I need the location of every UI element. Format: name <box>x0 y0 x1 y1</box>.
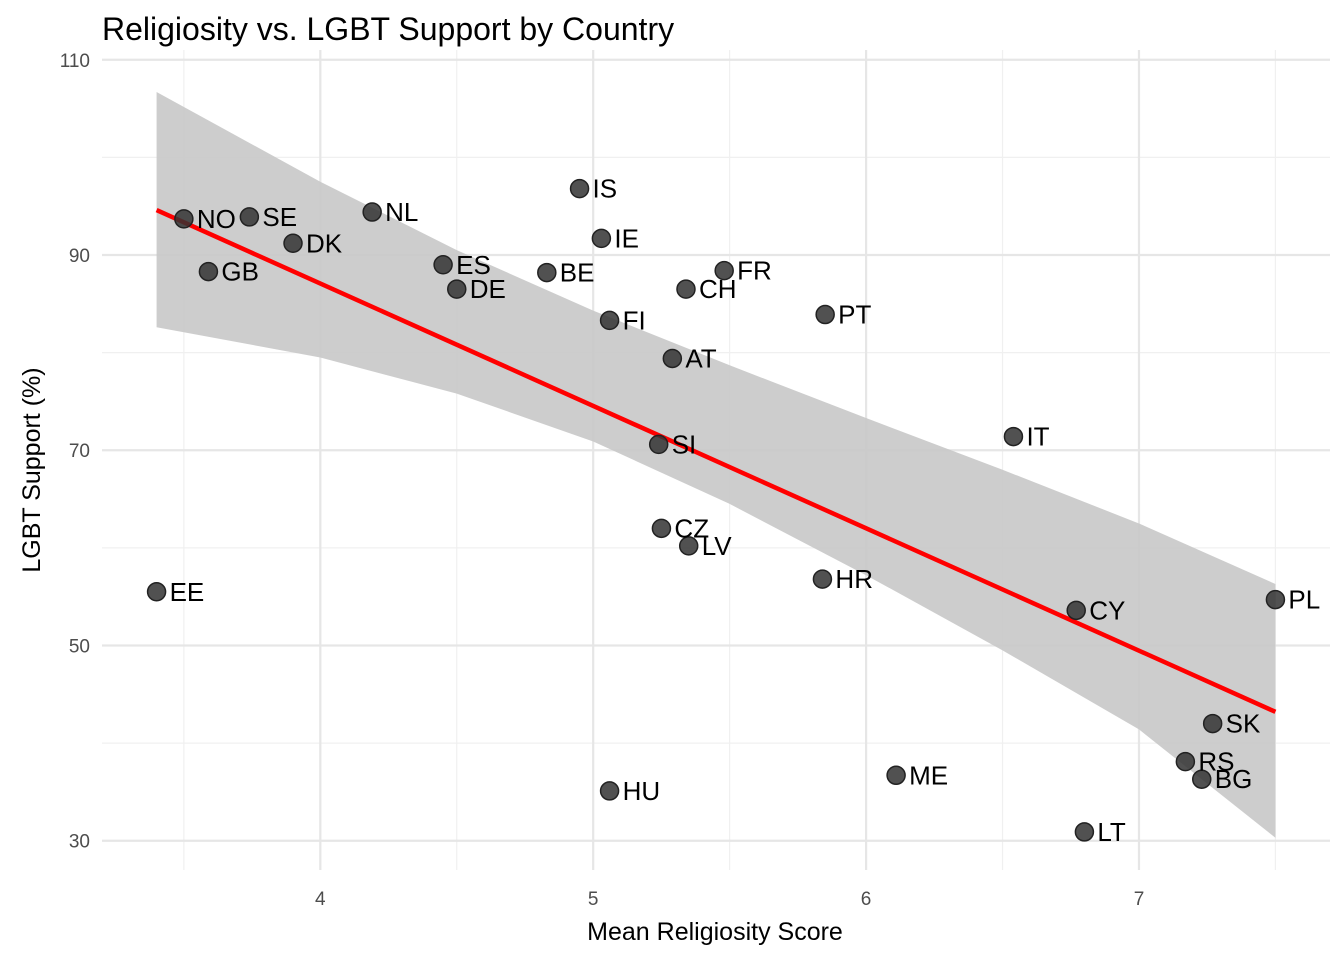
data-point-dk <box>283 233 303 254</box>
data-point-at <box>662 348 683 369</box>
point-label-it: IT <box>1026 422 1049 452</box>
point-label-es: ES <box>456 250 491 280</box>
data-point-es <box>433 255 453 275</box>
point-label-me: ME <box>909 760 948 790</box>
x-tick-label: 4 <box>315 889 326 910</box>
point-label-hu: HU <box>623 776 661 806</box>
point-label-ee: EE <box>170 577 205 607</box>
data-point-ie <box>591 228 612 249</box>
point-label-pt: PT <box>838 300 871 330</box>
data-point-rs <box>1175 751 1196 772</box>
data-point-fr <box>714 260 734 281</box>
point-label-is: IS <box>593 174 618 204</box>
data-point-hu <box>599 781 620 801</box>
data-point-ee <box>146 582 167 602</box>
y-tick-label: 90 <box>69 246 90 267</box>
point-label-se: SE <box>262 202 297 232</box>
data-point-hr <box>812 569 833 589</box>
y-tick-label: 50 <box>69 636 90 657</box>
x-axis-ticks: 4 5 6 7 <box>315 889 1144 910</box>
point-label-lt: LT <box>1097 817 1126 847</box>
minor-gridlines <box>102 50 1330 870</box>
data-points <box>146 178 1286 842</box>
data-point-me <box>886 765 906 786</box>
point-label-gb: GB <box>221 257 259 287</box>
point-label-cz: CZ <box>674 513 709 543</box>
confidence-band <box>156 91 1276 838</box>
point-label-dk: DK <box>306 228 343 258</box>
data-point-si <box>648 434 669 455</box>
point-label-ch: CH <box>699 274 737 304</box>
data-point-se <box>239 207 260 227</box>
x-tick-label: 5 <box>588 889 599 910</box>
data-point-gb <box>198 261 219 282</box>
point-label-fr: FR <box>737 256 772 286</box>
point-label-pl: PL <box>1288 585 1320 615</box>
data-point-bg <box>1191 769 1212 789</box>
point-label-fi: FI <box>623 305 646 335</box>
point-label-ie: IE <box>614 223 639 253</box>
data-point-no <box>174 209 194 229</box>
data-point-pl <box>1265 589 1286 610</box>
data-point-nl <box>362 202 382 222</box>
point-label-de: DE <box>470 274 506 304</box>
point-label-sk: SK <box>1226 709 1261 739</box>
data-point-lt <box>1074 822 1095 842</box>
point-label-bg: BG <box>1215 764 1253 794</box>
point-label-hr: HR <box>835 564 873 594</box>
chart-title: Religiosity vs. LGBT Support by Country <box>102 11 674 47</box>
data-point-it <box>1003 426 1024 447</box>
y-axis-title: LGBT Support (%) <box>18 367 46 572</box>
point-label-be: BE <box>560 258 595 288</box>
point-label-rs: RS <box>1198 747 1234 777</box>
data-point-cz <box>651 518 672 539</box>
point-label-lv: LV <box>702 531 733 561</box>
data-point-is <box>569 178 590 199</box>
point-label-nl: NL <box>385 197 418 227</box>
point-label-cy: CY <box>1089 595 1125 625</box>
data-point-lv <box>678 536 699 556</box>
point-label-at: AT <box>685 343 716 373</box>
regression-line <box>155 208 1277 714</box>
data-point-pt <box>815 304 835 325</box>
x-tick-label: 6 <box>861 889 872 910</box>
data-point-de <box>447 279 467 299</box>
y-tick-label: 70 <box>69 441 90 462</box>
data-point-sk <box>1202 713 1223 734</box>
data-point-ch <box>676 279 696 299</box>
point-label-si: SI <box>672 429 697 459</box>
data-point-fi <box>599 310 620 331</box>
x-axis-title: Mean Religiosity Score <box>587 918 843 946</box>
data-point-cy <box>1066 600 1086 621</box>
y-tick-label: 30 <box>69 832 90 853</box>
y-tick-label: 110 <box>60 51 90 72</box>
major-gridlines <box>102 50 1330 870</box>
data-point-be <box>537 262 557 283</box>
point-label-no: NO <box>197 204 236 234</box>
y-axis-ticks: 30 50 70 90 110 <box>60 51 90 853</box>
x-tick-label: 7 <box>1134 889 1145 910</box>
